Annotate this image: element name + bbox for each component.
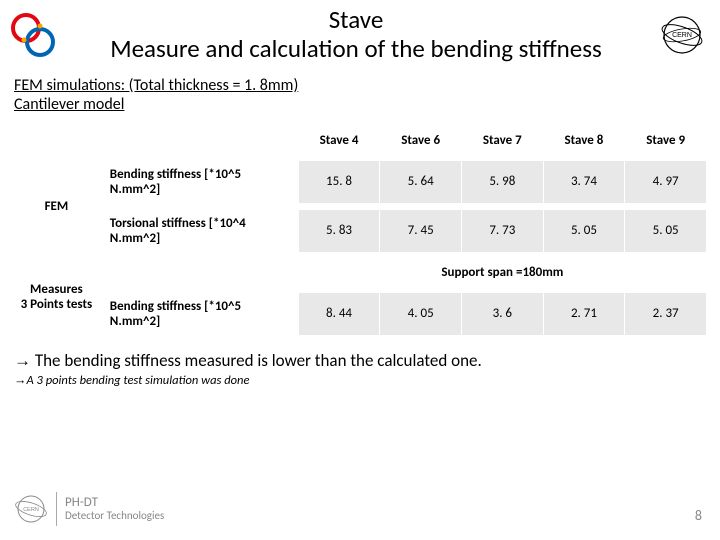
subheader-line-2: Cantilever model: [14, 95, 706, 114]
cern-logo-small-icon: CERN: [14, 492, 48, 526]
table-cell: 5. 64: [380, 160, 462, 203]
conclusion-text: The bending stiffness measured is lower …: [35, 350, 482, 371]
table-cell: 5. 05: [625, 209, 707, 252]
footer-dept: Detector Technologies: [65, 510, 164, 522]
slide-footer: CERN PH-DT Detector Technologies: [14, 492, 164, 526]
footer-org: PH-DT: [65, 496, 164, 510]
col-header: Stave 6: [380, 126, 462, 154]
stiffness-table: Stave 4 Stave 6 Stave 7 Stave 8 Stave 9 …: [13, 126, 707, 336]
support-span-label: Support span =180mm: [298, 258, 706, 286]
footer-divider: [56, 492, 57, 526]
conclusion-line: → The bending stiffness measured is lowe…: [0, 336, 720, 371]
conclusion-subline: →A 3 points bending test simulation was …: [0, 371, 720, 388]
table-cell: 2. 37: [625, 292, 707, 335]
table-row: FEM Bending stiffness [*10^5 N.mm^2] 15.…: [14, 160, 707, 203]
col-header: Stave 4: [298, 126, 380, 154]
table-cell: 7. 45: [380, 209, 462, 252]
subheader-line-1: FEM simulations: (Total thickness = 1. 8…: [14, 76, 706, 95]
arrow-icon: →: [14, 351, 31, 370]
table-cell: 7. 73: [462, 209, 544, 252]
table-cell: 5. 98: [462, 160, 544, 203]
slide-title: Stave Measure and calculation of the ben…: [52, 6, 660, 64]
table-cell: 5. 83: [298, 209, 380, 252]
col-header: Stave 7: [462, 126, 544, 154]
conclusion-sub-text: A 3 points bending test simulation was d…: [27, 373, 250, 388]
table-cell: 2. 71: [543, 292, 625, 335]
cern-logo-icon: CERN: [660, 13, 704, 57]
table-cell: 5. 05: [543, 209, 625, 252]
svg-text:CERN: CERN: [672, 32, 692, 39]
clic-logo: [10, 12, 56, 58]
col-header: Stave 8: [543, 126, 625, 154]
measure-label: Bending stiffness [*10^5 N.mm^2]: [99, 292, 298, 335]
table-header-row: Stave 4 Stave 6 Stave 7 Stave 8 Stave 9: [14, 126, 707, 154]
table-row: Torsional stiffness [*10^4 N.mm^2] 5. 83…: [14, 209, 707, 252]
page-number: 8: [695, 507, 702, 524]
table-cell: 3. 74: [543, 160, 625, 203]
measure-label: Bending stiffness [*10^5 N.mm^2]: [99, 160, 298, 203]
table-cell: 4. 97: [625, 160, 707, 203]
title-line-1: Stave: [52, 6, 660, 35]
svg-text:CERN: CERN: [23, 507, 39, 513]
table-row: Bending stiffness [*10^5 N.mm^2] 8. 44 4…: [14, 292, 707, 335]
measures-section-label: Measures3 Points tests: [14, 258, 100, 335]
slide-header: Stave Measure and calculation of the ben…: [0, 0, 720, 68]
title-line-2: Measure and calculation of the bending s…: [52, 35, 660, 64]
measure-label: Torsional stiffness [*10^4 N.mm^2]: [99, 209, 298, 252]
table-cell: 8. 44: [298, 292, 380, 335]
footer-text: PH-DT Detector Technologies: [65, 496, 164, 522]
arrow-icon: →: [14, 373, 27, 387]
subheader: FEM simulations: (Total thickness = 1. 8…: [0, 68, 720, 114]
fem-section-label: FEM: [14, 160, 100, 252]
table-cell: 3. 6: [462, 292, 544, 335]
table-cell: 15. 8: [298, 160, 380, 203]
table-row: Measures3 Points tests Support span =180…: [14, 258, 707, 286]
col-header: Stave 9: [625, 126, 707, 154]
table-cell: 4. 05: [380, 292, 462, 335]
